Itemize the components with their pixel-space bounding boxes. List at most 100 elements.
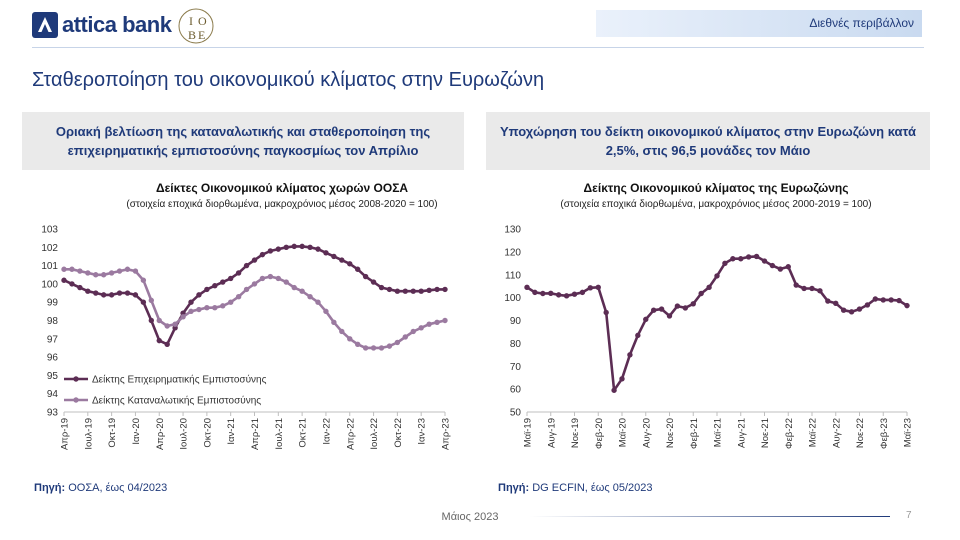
right-source-text: DG ECFIN, έως 05/2023 bbox=[532, 482, 653, 494]
right-chart-series-1-point bbox=[706, 284, 712, 291]
right-chart-y-tick-label: 60 bbox=[510, 385, 522, 396]
right-chart-series-1-point bbox=[801, 285, 807, 292]
left-chart-series-2-point bbox=[315, 299, 321, 305]
left-chart-x-tick-label: Ιουλ-22 bbox=[369, 418, 380, 450]
right-chart-series-1-point bbox=[666, 313, 673, 319]
left-chart-series-2-point bbox=[164, 323, 170, 329]
left-chart-y-tick-label: 99 bbox=[47, 298, 59, 309]
right-chart-series-1-point bbox=[643, 316, 649, 323]
left-chart-series-1-point bbox=[69, 281, 75, 287]
left-chart-series-2-point bbox=[434, 319, 440, 326]
left-chart-series-2-point bbox=[204, 304, 210, 311]
left-chart-x-tick-label: Ιουλ-21 bbox=[274, 418, 285, 450]
right-chart-series-1-point bbox=[753, 253, 760, 260]
logo-text: attica bank bbox=[62, 12, 172, 37]
left-chart-series-1-point bbox=[77, 284, 83, 291]
left-chart-series-2-point bbox=[362, 345, 369, 351]
right-chart-x-tick-label: Φεβ-20 bbox=[594, 418, 605, 449]
right-chart-series-1-point bbox=[809, 285, 815, 292]
left-chart-series-2-point bbox=[235, 294, 242, 300]
left-chart-series-2-point bbox=[410, 328, 416, 335]
svg-text:Ο: Ο bbox=[198, 14, 207, 28]
right-chart-x-tick-label: Νοε-22 bbox=[855, 418, 866, 448]
right-chart-x-tick-label: Αυγ-19 bbox=[546, 418, 557, 448]
left-chart-y-tick-label: 103 bbox=[41, 225, 58, 236]
eurozone-climate-line-chart: 50 60 70 80 90 100 110 120 130 Μαϊ-19 Αυγ-19 Νοε-19… bbox=[504, 225, 913, 450]
right-chart-series-1-point bbox=[848, 309, 855, 315]
right-chart-series-1-point bbox=[698, 290, 704, 297]
right-chart-series-1-point bbox=[595, 284, 601, 291]
left-chart-series-2-point bbox=[307, 294, 313, 300]
left-chart-series-1-point bbox=[100, 292, 107, 298]
left-chart-series-1-point bbox=[354, 266, 361, 272]
svg-text:Β: Β bbox=[188, 28, 196, 42]
attica-bank-logo: attica bank bbox=[32, 10, 172, 40]
right-chart-series-1-point bbox=[785, 264, 791, 270]
left-chart-series-2-point bbox=[220, 303, 226, 309]
right-chart-series-1-point bbox=[745, 254, 752, 260]
header-divider bbox=[32, 47, 924, 48]
left-chart-y-tick-label: 96 bbox=[47, 353, 59, 364]
left-chart-series-1-point bbox=[93, 290, 99, 296]
left-chart-series-2-point bbox=[323, 308, 329, 315]
left-chart-series-1-point bbox=[148, 317, 155, 324]
right-chart-x-tick-label: Αυγ-20 bbox=[641, 418, 652, 448]
left-source-label: Πηγή: bbox=[34, 482, 66, 494]
left-chart-series-2-point bbox=[291, 284, 297, 291]
right-chart-y-tick-label: 70 bbox=[510, 362, 522, 373]
right-chart-x-tick-label: Αυγ-21 bbox=[736, 418, 747, 448]
left-chart-series-2-point bbox=[77, 268, 83, 274]
footer-divider bbox=[530, 516, 890, 517]
right-chart-series-1-point bbox=[904, 302, 910, 309]
right-chart-x-tick-label: Μαϊ-21 bbox=[713, 418, 724, 447]
right-chart-series-1-point bbox=[579, 289, 586, 296]
attica-bank-logo-icon bbox=[32, 12, 58, 38]
left-chart-subtitle: (στοιχεία εποχικά διορθωμένα, μακροχρόνι… bbox=[126, 199, 438, 210]
left-chart-series-2-point bbox=[116, 268, 123, 274]
left-chart-y-tick-label: 95 bbox=[47, 371, 59, 382]
right-chart-y-tick-label: 80 bbox=[510, 339, 522, 350]
right-chart-series-1-point bbox=[738, 256, 744, 262]
page-title: Σταθεροποίηση του οικονομικού κλίματος σ… bbox=[32, 69, 545, 91]
left-chart-series-1-point bbox=[347, 261, 353, 267]
right-chart-series-1-point bbox=[864, 302, 871, 308]
left-chart-y-tick-label: 100 bbox=[41, 279, 58, 290]
left-chart-y-tick-label: 93 bbox=[47, 408, 59, 419]
svg-text:Ι: Ι bbox=[189, 14, 193, 28]
left-chart-series-2-point bbox=[172, 321, 178, 327]
right-chart-x-tick-label: Νοε-20 bbox=[665, 418, 676, 448]
left-chart-x-tick-label: Οκτ-21 bbox=[298, 418, 309, 448]
left-chart-series-2-point bbox=[354, 341, 361, 347]
left-chart-series-1-point bbox=[132, 292, 139, 298]
left-chart-series-1-point bbox=[418, 288, 424, 294]
left-chart-series-1-point bbox=[108, 292, 115, 298]
left-chart-x-tick-label: Οκτ-20 bbox=[202, 418, 213, 448]
right-chart-series-1-point bbox=[761, 258, 768, 264]
left-chart-series-2-point bbox=[267, 273, 274, 280]
left-chart-series-1-point bbox=[307, 244, 313, 250]
left-highlight-text: Οριακή βελτίωση της καταναλωτικής και στ… bbox=[55, 124, 431, 158]
left-chart-series-2-point bbox=[156, 317, 162, 324]
right-chart-series-1-point bbox=[611, 387, 617, 393]
right-chart-x-tick-label: Φεβ-22 bbox=[784, 418, 795, 449]
right-chart-series-1-point bbox=[690, 301, 696, 307]
left-chart-series-2-point bbox=[100, 272, 107, 278]
left-chart-series-1-point bbox=[442, 286, 448, 293]
right-chart-series-1-point bbox=[777, 266, 784, 272]
left-chart-series-2-point bbox=[339, 328, 345, 335]
footer-date: Μάιος 2023 bbox=[441, 511, 499, 523]
left-chart-series-2-point bbox=[331, 319, 337, 326]
right-chart-series-1-point bbox=[619, 376, 625, 382]
left-chart-series-2-point bbox=[212, 304, 218, 311]
left-chart-series-2-point bbox=[418, 325, 424, 331]
left-chart-series-1-point bbox=[243, 262, 250, 269]
left-chart-x-tick-label: Ιαν-21 bbox=[226, 418, 237, 445]
left-chart-series-line-2 bbox=[64, 267, 446, 350]
left-chart-x-tick-label: Ιουλ-20 bbox=[179, 418, 190, 450]
left-chart-series-1-point bbox=[259, 251, 266, 258]
left-chart-series-1-point bbox=[267, 248, 274, 254]
left-chart-series-2-point bbox=[93, 272, 99, 278]
left-chart-y-tick-label: 101 bbox=[41, 261, 58, 272]
left-chart-series-1-point bbox=[386, 286, 393, 293]
right-chart-series-1-point bbox=[714, 273, 720, 279]
